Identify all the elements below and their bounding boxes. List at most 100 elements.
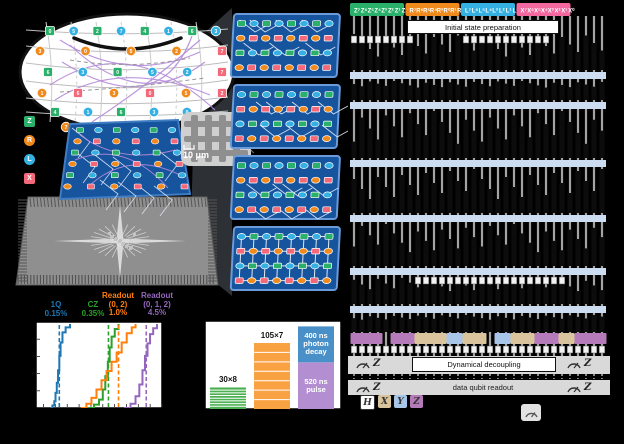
- cdf-label-Readout (0, 2): Readout (0, 2) 1.0%: [86, 291, 150, 318]
- cdf-label-line: 0.15%: [44, 308, 68, 318]
- dynamical-decoupling-box: Dynamical decoupling: [412, 357, 556, 372]
- qubit-label: L⁴: [485, 9, 492, 15]
- chip-node: [274, 91, 284, 98]
- svg-text:4: 4: [54, 110, 57, 116]
- initial-state-preparation-box: Initial state preparation: [407, 20, 559, 34]
- qubit-label: Z²: [388, 8, 394, 15]
- svg-text:7: 7: [221, 70, 224, 76]
- header-group-L: [461, 3, 515, 16]
- torus-node: [43, 67, 53, 77]
- mini-gate: [550, 276, 558, 285]
- mini-gate: [406, 35, 414, 44]
- colored-gate-row: [350, 333, 607, 344]
- mini-gate: [534, 345, 542, 354]
- chip-node: [259, 206, 269, 213]
- chip-node: [149, 127, 158, 133]
- chip-node: [111, 160, 120, 167]
- chip-node: [285, 120, 295, 128]
- mini-gate: [534, 276, 542, 285]
- chip-node: [274, 162, 284, 169]
- chip-node: [247, 49, 258, 57]
- torus-node: [108, 87, 120, 99]
- bar-value-label: 30×8: [218, 375, 238, 385]
- svg-text:3: 3: [113, 91, 116, 97]
- chip-node: [323, 262, 332, 270]
- cdf-label-line: (0, 1, 2): [143, 299, 171, 309]
- chip-node: [310, 120, 320, 128]
- svg-text:7: 7: [65, 125, 68, 131]
- mini-gate: [518, 35, 526, 44]
- cdf-label-line: 0.35%: [81, 308, 105, 318]
- mini-gate: [550, 345, 558, 354]
- chip-node: [286, 233, 297, 240]
- mini-gate: [470, 276, 478, 285]
- torus-node: [147, 66, 158, 78]
- mini-gate: [542, 345, 550, 354]
- chip-node: [71, 149, 79, 156]
- chip-node: [248, 262, 257, 270]
- data-qubit-readout-label: data qubit readout: [452, 382, 514, 392]
- carrier-chip: [15, 196, 219, 286]
- qubit-label: Z⁶: [361, 9, 368, 15]
- torus-node: [181, 66, 193, 78]
- chip-node: [151, 138, 160, 145]
- unit-cell-chip: [229, 226, 341, 291]
- gate-texture: [350, 34, 606, 354]
- chip-node: [286, 106, 296, 113]
- qubit-label: Z⁵: [368, 9, 375, 15]
- mini-gate: [438, 276, 446, 285]
- bar-value-label: 105×7: [260, 331, 284, 340]
- mini-gate: [566, 345, 574, 354]
- panel-b-circuit-graphic: Z⁷ Z⁶ Z⁵ Z⁴ Z³ Z² Z¹ Z⁰ R⁷ R⁶ R⁵ R⁴ R³ R² R¹ R⁰ L⁷ L⁶ L⁵ L⁴…: [348, 3, 610, 395]
- chip-node: [235, 191, 245, 199]
- chip-node: [285, 262, 295, 270]
- chip-node: [180, 183, 189, 190]
- svg-text:7: 7: [221, 49, 224, 55]
- qubit-label: R⁰: [457, 8, 464, 15]
- legend-r-label: R: [26, 137, 33, 144]
- chip-node: [298, 262, 307, 270]
- chip-node: [68, 160, 77, 167]
- chip-node: [248, 247, 258, 255]
- measure-z-right-readout: Z: [566, 381, 591, 394]
- torus-node: [148, 106, 160, 118]
- measure-z-left-readout: Z: [355, 381, 380, 394]
- header-group-Z: [350, 3, 404, 16]
- chip-node: [262, 20, 271, 27]
- gate-legend-y: Y: [394, 395, 407, 408]
- svg-text:6: 6: [191, 29, 194, 35]
- gate-block-purple: [350, 333, 383, 344]
- chip-node: [234, 206, 244, 213]
- mini-gate: [366, 35, 374, 44]
- chip-node: [322, 277, 332, 284]
- stack-label-0: 520 ns pulse: [298, 377, 334, 394]
- mini-gate: [502, 276, 510, 285]
- stack-label-line: decay: [305, 347, 327, 357]
- legend-x-node: X: [24, 173, 35, 184]
- qubit-label: X⁰: [568, 8, 575, 15]
- svg-text:1: 1: [87, 110, 90, 116]
- bar-105×7: [254, 343, 290, 409]
- chip-node: [247, 206, 257, 213]
- mini-gate: [438, 345, 446, 354]
- chip-node: [152, 149, 161, 156]
- chip-node: [261, 248, 271, 255]
- chip-node: [259, 135, 269, 142]
- chip-node: [260, 262, 270, 270]
- layer-bands: [350, 72, 606, 313]
- chip-node: [248, 105, 258, 113]
- chip-node: [284, 64, 294, 71]
- chip-node: [272, 206, 282, 213]
- chip-node: [261, 91, 272, 98]
- qubit-label: R⁵: [423, 9, 430, 15]
- mini-gate: [558, 345, 566, 354]
- mini-gate: [598, 345, 606, 354]
- chip-node: [324, 162, 334, 169]
- chip-node: [309, 277, 319, 284]
- mini-gate: [502, 345, 510, 354]
- chip-node: [324, 233, 334, 240]
- chip-node: [272, 191, 283, 199]
- mini-gate: [422, 276, 430, 285]
- chip-node: [112, 149, 120, 156]
- chip-node: [177, 172, 187, 179]
